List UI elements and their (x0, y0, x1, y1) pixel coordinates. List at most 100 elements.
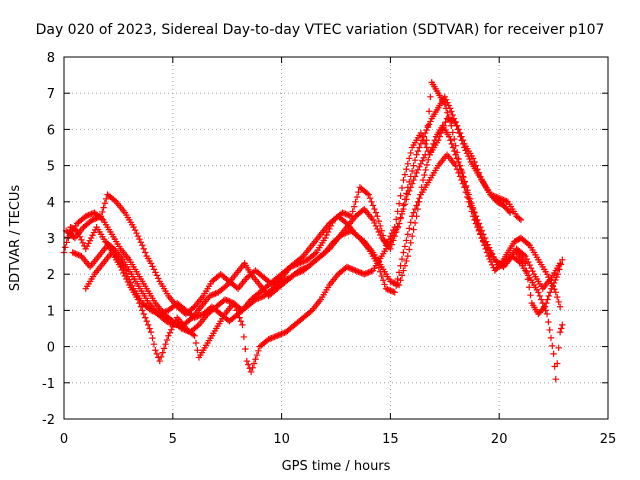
data-point (366, 268, 374, 275)
data-point (437, 129, 445, 137)
data-point (359, 207, 367, 214)
data-point (371, 219, 378, 227)
data-point (142, 249, 149, 256)
data-point (451, 147, 458, 155)
data-point (408, 232, 416, 240)
data-point (474, 216, 481, 224)
data-point (439, 126, 446, 133)
data-point (85, 211, 92, 219)
data-point (482, 238, 490, 245)
data-point (279, 330, 287, 337)
data-point (413, 169, 420, 177)
data-point (420, 137, 427, 144)
data-point (272, 333, 279, 340)
data-point (252, 356, 259, 363)
y-tick-label: 0 (47, 341, 55, 356)
data-point (348, 213, 355, 220)
data-point (368, 267, 375, 275)
data-point (442, 105, 450, 112)
data-point (353, 193, 361, 201)
data-point (458, 133, 465, 140)
data-point (295, 260, 303, 267)
data-point (427, 118, 434, 125)
data-point (550, 279, 558, 287)
data-point (252, 296, 259, 303)
data-point (469, 155, 477, 162)
data-point (452, 118, 459, 126)
data-point (546, 289, 554, 296)
data-point (466, 198, 474, 205)
data-point (520, 251, 528, 259)
data-point (453, 166, 461, 173)
data-point (556, 328, 564, 336)
data-point (436, 133, 443, 140)
data-point (137, 303, 145, 310)
data-point (425, 121, 433, 128)
data-point (377, 222, 384, 230)
data-point (555, 344, 562, 352)
data-point (423, 161, 431, 169)
data-point (522, 252, 529, 260)
y-axis-label: SDTVAR / TECUs (8, 185, 23, 292)
data-point (490, 253, 497, 260)
data-point (72, 250, 79, 257)
data-point (472, 213, 480, 220)
data-point (385, 286, 393, 294)
data-point (529, 267, 536, 275)
data-point (403, 166, 410, 173)
data-point (388, 278, 396, 286)
data-point (435, 137, 442, 144)
data-point (403, 196, 410, 203)
data-point (494, 194, 501, 201)
data-point (118, 266, 126, 274)
data-point (474, 166, 481, 173)
data-point (326, 225, 333, 233)
data-point (468, 202, 475, 209)
data-point (464, 189, 471, 196)
data-point (365, 269, 372, 276)
data-point (96, 213, 103, 221)
x-tick-label: 15 (382, 432, 399, 447)
data-point (123, 275, 130, 283)
data-point (271, 333, 278, 341)
data-point (410, 176, 417, 184)
data-point (397, 192, 404, 199)
data-point (393, 216, 400, 223)
data-point (133, 229, 140, 237)
data-point (390, 279, 397, 286)
data-point (407, 219, 414, 226)
data-point (163, 336, 171, 344)
data-point (525, 240, 532, 248)
data-point (493, 193, 500, 201)
data-point (233, 284, 240, 291)
y-tick-label: 5 (47, 160, 55, 175)
data-point (275, 331, 282, 339)
data-point (194, 322, 201, 330)
data-point (276, 331, 284, 338)
data-point (162, 308, 169, 315)
data-point (554, 271, 562, 278)
data-point (139, 307, 146, 314)
data-point (556, 303, 564, 310)
data-point (99, 208, 106, 216)
data-point (398, 255, 406, 263)
data-point (191, 314, 198, 321)
data-point (163, 318, 170, 325)
data-point (485, 252, 492, 260)
data-point (121, 272, 129, 280)
data-point (189, 331, 197, 338)
y-tick-label: 3 (47, 232, 55, 247)
data-point (349, 208, 356, 215)
data-point (516, 215, 523, 222)
data-point (134, 232, 142, 240)
data-point (237, 318, 245, 325)
data-point (70, 233, 77, 240)
data-point (411, 205, 419, 213)
data-point (374, 213, 381, 220)
data-point (250, 360, 258, 367)
data-point (404, 231, 412, 238)
data-point (408, 213, 416, 220)
data-point (486, 255, 493, 263)
data-point (153, 309, 161, 317)
data-point (162, 340, 169, 348)
